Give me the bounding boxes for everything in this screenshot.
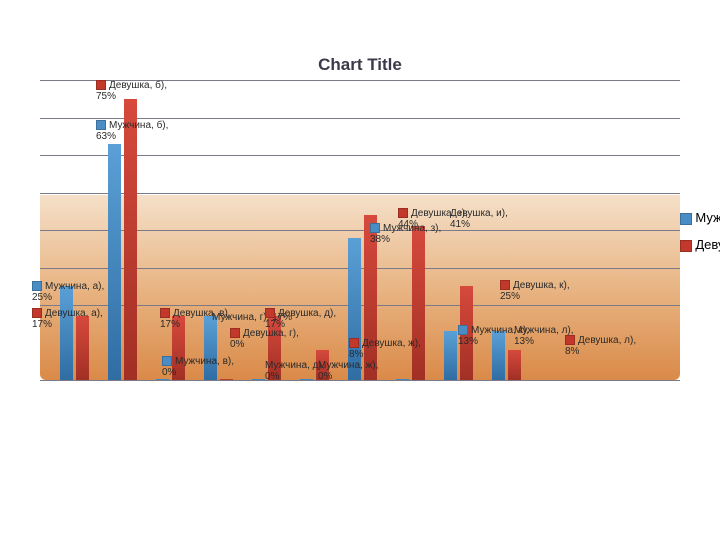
data-label: Девушка, г),0% bbox=[230, 328, 299, 350]
legend-swatch-f bbox=[680, 240, 692, 252]
data-label: Девушка, б),75% bbox=[96, 80, 167, 102]
data-label: Мужчина, в),0% bbox=[162, 356, 234, 378]
bar-f-л) bbox=[508, 350, 521, 380]
data-label: Девушка, д),17% bbox=[265, 308, 336, 330]
legend-item-m: Мужчина bbox=[680, 210, 720, 225]
bar-m-в) bbox=[156, 379, 169, 380]
legend-label-f: Девушка bbox=[695, 237, 720, 252]
chart-title: Chart Title bbox=[40, 55, 680, 75]
legend-swatch-m bbox=[680, 213, 692, 225]
data-label: Мужчина, ж),0% bbox=[318, 360, 378, 382]
data-label: Девушка, ж),8% bbox=[349, 338, 421, 360]
legend: Мужчина Девушка bbox=[680, 210, 720, 264]
data-label: Девушка, к),25% bbox=[500, 280, 570, 302]
legend-label-m: Мужчина bbox=[695, 210, 720, 225]
data-label: Девушка, л),8% bbox=[565, 335, 636, 357]
plot-area: Мужчина, а),25%Девушка, а),17%Девушка, б… bbox=[40, 80, 600, 380]
bar-m-к) bbox=[444, 331, 457, 380]
bar-f-г) bbox=[220, 379, 233, 380]
data-label: Девушка, а),17% bbox=[32, 308, 103, 330]
legend-item-f: Девушка bbox=[680, 237, 720, 252]
data-label: Мужчина, а),25% bbox=[32, 281, 104, 303]
data-label: Девушка, и),41% bbox=[450, 208, 508, 230]
chart-container: Chart Title Мужчина, а),25%Девушка, а),1… bbox=[40, 60, 680, 380]
bar-m-и) bbox=[396, 379, 409, 380]
data-label: Мужчина, д),0% bbox=[265, 360, 325, 382]
bar-m-б) bbox=[108, 144, 121, 380]
data-label: Мужчина, б),63% bbox=[96, 120, 168, 142]
bar-m-д) bbox=[252, 379, 265, 380]
